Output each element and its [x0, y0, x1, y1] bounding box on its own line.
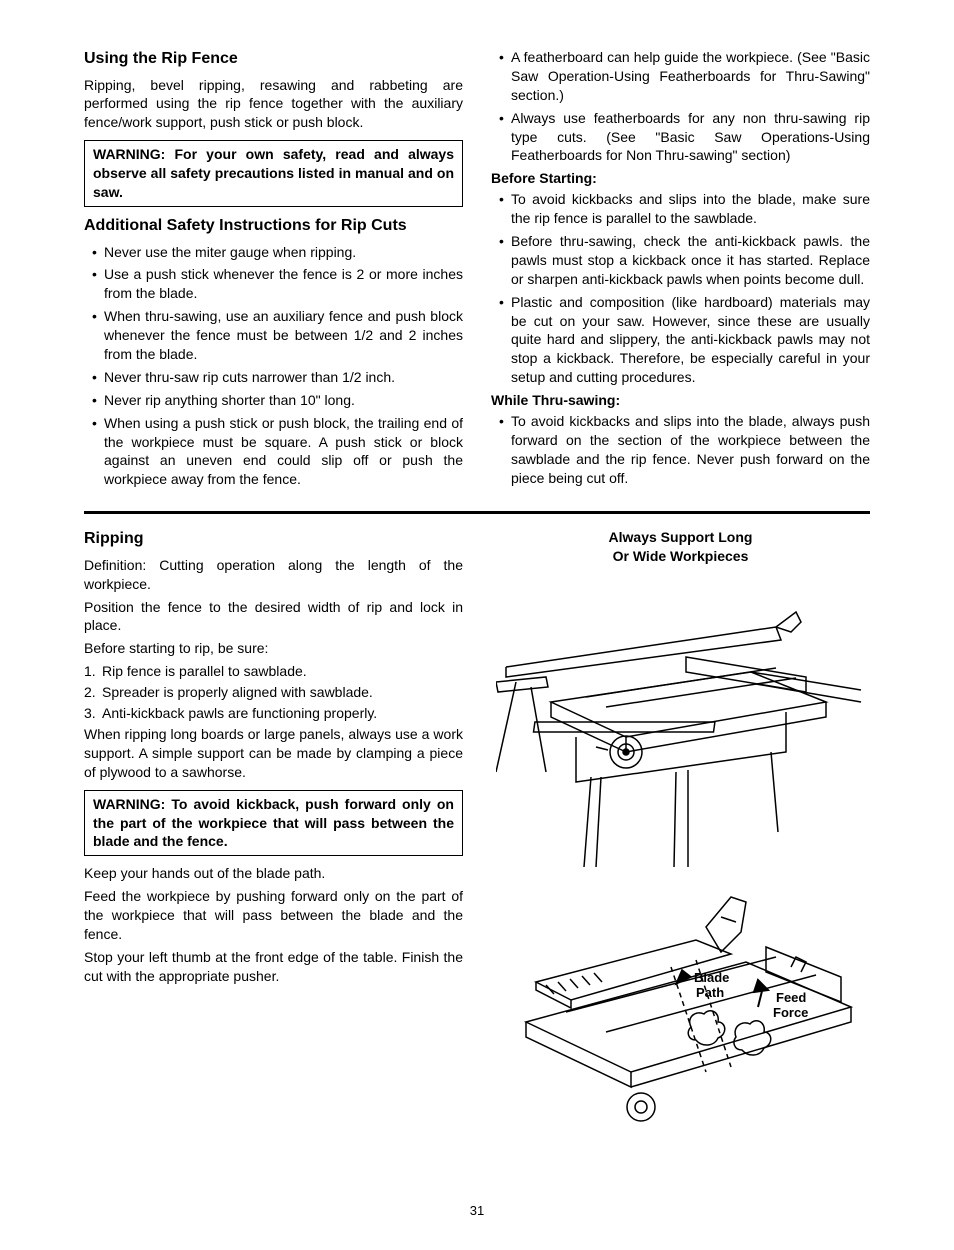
label-path: Path	[696, 985, 724, 1000]
heading-safety-rip: Additional Safety Instructions for Rip C…	[84, 215, 463, 237]
right-column-top: A featherboard can help guide the workpi…	[491, 48, 870, 493]
saw-illustration-2: Blade Path Feed Force	[496, 872, 866, 1172]
list-item: 2.Spreader is properly aligned with sawb…	[84, 683, 463, 702]
list-item-text: Anti-kickback pawls are functioning prop…	[102, 705, 377, 721]
list-item: When thru-sawing, use an auxiliary fence…	[92, 307, 463, 364]
bottom-section: Ripping Definition: Cutting operation al…	[84, 528, 870, 1172]
figure-feed-force: Blade Path Feed Force	[491, 872, 870, 1172]
warning-box-1: WARNING: For your own safety, read and a…	[84, 140, 463, 207]
top-section: Using the Rip Fence Ripping, bevel rippi…	[84, 48, 870, 493]
label-blade: Blade	[694, 970, 729, 985]
while-thru-heading: While Thru-sawing:	[491, 391, 870, 410]
safety-list-right-top: A featherboard can help guide the workpi…	[491, 48, 870, 165]
right-column-bottom: Always Support Long Or Wide Workpieces	[491, 528, 870, 1172]
rip-fence-intro: Ripping, bevel ripping, resawing and rab…	[84, 76, 463, 133]
label-force: Force	[773, 1005, 808, 1020]
warning-box-2: WARNING: To avoid kickback, push forward…	[84, 790, 463, 857]
safety-list-left: Never use the miter gauge when ripping. …	[84, 243, 463, 490]
list-item: Never thru-saw rip cuts narrower than 1/…	[92, 368, 463, 387]
list-item: 1.Rip fence is parallel to sawblade.	[84, 662, 463, 681]
caption-line2: Or Wide Workpieces	[613, 548, 749, 564]
list-item: To avoid kickbacks and slips into the bl…	[499, 412, 870, 488]
ripping-def: Definition: Cutting operation along the …	[84, 556, 463, 594]
ripping-p2: Position the fence to the desired width …	[84, 598, 463, 636]
list-item: 3.Anti-kickback pawls are functioning pr…	[84, 704, 463, 723]
left-column-bottom: Ripping Definition: Cutting operation al…	[84, 528, 463, 1172]
list-item: Never rip anything shorter than 10" long…	[92, 391, 463, 410]
list-item: Use a push stick whenever the fence is 2…	[92, 265, 463, 303]
section-divider	[84, 511, 870, 514]
saw-illustration-1	[496, 572, 866, 872]
ripping-p6: Feed the workpiece by pushing forward on…	[84, 887, 463, 944]
heading-rip-fence: Using the Rip Fence	[84, 48, 463, 70]
ripping-checklist: 1.Rip fence is parallel to sawblade. 2.S…	[84, 662, 463, 723]
list-item: When using a push stick or push block, t…	[92, 414, 463, 490]
figure-saw-support	[491, 572, 870, 872]
before-starting-list: To avoid kickbacks and slips into the bl…	[491, 190, 870, 387]
list-item: To avoid kickbacks and slips into the bl…	[499, 190, 870, 228]
ripping-p4: When ripping long boards or large panels…	[84, 725, 463, 782]
figure-caption: Always Support Long Or Wide Workpieces	[491, 528, 870, 566]
left-column-top: Using the Rip Fence Ripping, bevel rippi…	[84, 48, 463, 493]
ripping-p7: Stop your left thumb at the front edge o…	[84, 948, 463, 986]
label-feed: Feed	[776, 990, 806, 1005]
list-item: Never use the miter gauge when ripping.	[92, 243, 463, 262]
list-item: Before thru-sawing, check the anti-kickb…	[499, 232, 870, 289]
list-item-text: Spreader is properly aligned with sawbla…	[102, 684, 373, 700]
while-thru-list: To avoid kickbacks and slips into the bl…	[491, 412, 870, 488]
list-item: A featherboard can help guide the workpi…	[499, 48, 870, 105]
ripping-p5: Keep your hands out of the blade path.	[84, 864, 463, 883]
page-number: 31	[84, 1202, 870, 1220]
caption-line1: Always Support Long	[609, 529, 753, 545]
heading-ripping: Ripping	[84, 528, 463, 550]
ripping-p3: Before starting to rip, be sure:	[84, 639, 463, 658]
before-starting-heading: Before Starting:	[491, 169, 870, 188]
list-item: Plastic and composition (like hardboard)…	[499, 293, 870, 387]
list-item-text: Rip fence is parallel to sawblade.	[102, 663, 307, 679]
list-item: Always use featherboards for any non thr…	[499, 109, 870, 166]
